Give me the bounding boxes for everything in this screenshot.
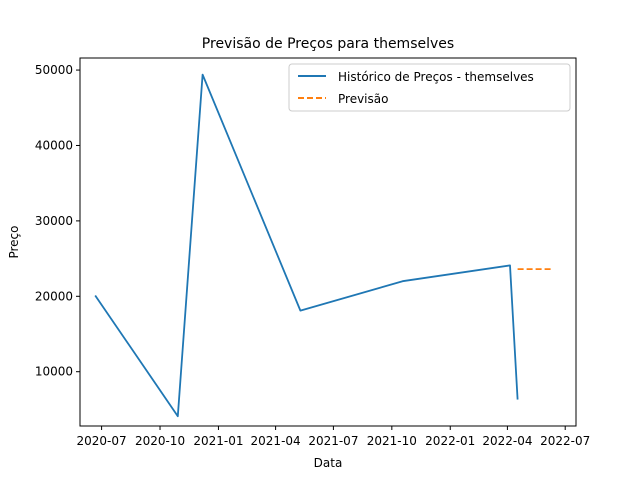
y-tick-label: 30000 xyxy=(35,214,73,228)
x-tick-label: 2020-07 xyxy=(77,434,127,448)
x-tick-label: 2020-10 xyxy=(135,434,185,448)
y-axis-ticks: 10000 20000 30000 40000 50000 xyxy=(35,63,80,379)
x-tick-label: 2021-10 xyxy=(367,434,417,448)
legend-forecast-label: Previsão xyxy=(338,92,388,106)
y-tick-label: 10000 xyxy=(35,365,73,379)
x-tick-label: 2021-04 xyxy=(251,434,301,448)
y-tick-label: 50000 xyxy=(35,63,73,77)
legend-box xyxy=(288,63,571,112)
series-line-history xyxy=(94,73,519,418)
x-tick-label: 2022-01 xyxy=(425,434,475,448)
series-layer xyxy=(94,73,552,418)
plot-frame xyxy=(79,57,577,427)
legend: Histórico de Preços - themselves Previsã… xyxy=(288,63,571,112)
chart-title: Previsão de Preços para themselves xyxy=(202,36,454,52)
x-tick-label: 2022-07 xyxy=(540,434,590,448)
y-tick-label: 40000 xyxy=(35,138,73,152)
x-axis-label: Data xyxy=(314,456,343,470)
x-tick-label: 2021-01 xyxy=(193,434,243,448)
x-tick-label: 2022-04 xyxy=(482,434,532,448)
legend-history-label: Histórico de Preços - themselves xyxy=(338,70,534,84)
y-axis-label: Preço xyxy=(7,225,21,258)
y-tick-label: 20000 xyxy=(35,289,73,303)
x-tick-label: 2021-07 xyxy=(308,434,358,448)
x-axis-ticks: 2020-07 2020-10 2021-01 2021-04 2021-07 2021-… xyxy=(77,426,590,448)
